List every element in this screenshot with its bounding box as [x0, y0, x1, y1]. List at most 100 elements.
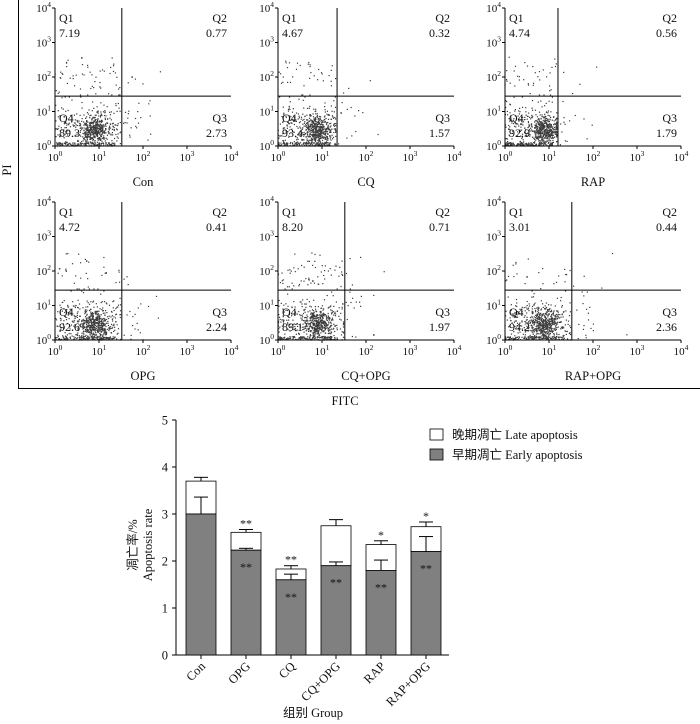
event-dot — [314, 125, 316, 127]
event-dot — [299, 324, 301, 326]
event-dot — [314, 135, 316, 137]
event-dot — [329, 129, 331, 131]
event-dot — [545, 314, 547, 316]
event-dot — [314, 131, 317, 133]
event-dot — [87, 132, 89, 134]
event-dot — [91, 137, 93, 139]
event-dot — [530, 142, 532, 144]
event-dot — [280, 302, 282, 304]
event-dot — [318, 333, 320, 335]
event-dot — [84, 338, 86, 340]
tick-base: 10 — [36, 266, 48, 278]
event-dot — [93, 288, 95, 290]
event-dot — [295, 338, 297, 340]
event-dot — [531, 129, 533, 131]
event-dot — [310, 282, 312, 284]
event-dot — [311, 120, 313, 122]
flow-panel-rap: 100100101101102102103103104104Q14.74Q20.… — [486, 0, 688, 189]
event-dot — [533, 137, 535, 139]
event-dot — [536, 307, 538, 309]
event-dot — [290, 122, 292, 124]
event-dot — [541, 327, 543, 329]
event-dot — [548, 313, 550, 315]
event-dot — [553, 314, 555, 316]
event-dot — [313, 331, 315, 333]
event-dot — [293, 267, 295, 269]
event-dot — [531, 305, 534, 308]
quadrant-label-q1: Q1 — [59, 205, 74, 219]
event-dot — [542, 140, 544, 142]
event-dot — [530, 319, 532, 321]
event-dot — [529, 334, 531, 336]
event-dot — [302, 139, 304, 141]
event-dot — [312, 312, 314, 314]
event-dot — [296, 144, 298, 146]
event-dot — [318, 330, 320, 332]
event-dot — [310, 137, 312, 139]
event-dot — [79, 94, 82, 96]
event-dot — [323, 274, 325, 277]
event-dot — [300, 317, 302, 319]
event-dot — [302, 323, 304, 325]
event-dot — [278, 331, 280, 333]
event-dot — [562, 316, 564, 318]
event-dot — [100, 138, 102, 140]
event-dot — [319, 137, 321, 139]
event-dot — [93, 87, 95, 89]
event-dot — [543, 117, 545, 119]
event-dot — [82, 326, 84, 328]
event-dot — [334, 269, 336, 271]
event-dot — [549, 307, 551, 310]
event-dot — [324, 337, 327, 339]
event-dot — [551, 131, 553, 133]
event-dot — [540, 134, 542, 136]
event-dot — [102, 321, 104, 324]
event-dot — [561, 327, 563, 329]
event-dot — [88, 329, 90, 331]
event-dot — [305, 143, 307, 145]
event-dot — [320, 122, 323, 124]
event-dot — [95, 328, 97, 330]
event-dot — [528, 326, 530, 329]
event-dot — [110, 134, 112, 136]
event-dot — [94, 310, 96, 312]
event-dot — [508, 124, 510, 127]
event-dot — [531, 100, 534, 102]
event-dot — [91, 118, 93, 120]
event-dot — [92, 301, 94, 303]
event-dot — [562, 336, 564, 338]
event-dot — [63, 337, 65, 339]
event-dot — [548, 324, 550, 326]
event-dot — [329, 142, 332, 144]
event-dot — [119, 316, 121, 319]
event-dot — [514, 316, 516, 319]
event-dot — [512, 314, 514, 316]
event-dot — [314, 124, 316, 126]
event-dot — [99, 132, 101, 134]
event-dot — [329, 306, 331, 308]
event-dot — [298, 311, 300, 313]
event-dot — [83, 143, 85, 145]
event-dot — [281, 135, 283, 137]
event-dot — [114, 124, 116, 126]
event-dot — [316, 115, 318, 117]
event-dot — [566, 338, 569, 340]
event-dot — [68, 96, 70, 98]
event-dot — [323, 133, 325, 135]
event-dot — [278, 143, 280, 145]
event-dot — [66, 141, 68, 143]
event-dot — [529, 322, 531, 324]
event-dot — [62, 335, 64, 337]
event-dot — [560, 300, 562, 302]
event-dot — [112, 320, 114, 322]
event-dot — [294, 311, 297, 313]
event-dot — [524, 334, 526, 336]
event-dot — [114, 144, 116, 146]
y-tick-label: 101 — [259, 298, 274, 313]
event-dot — [314, 260, 316, 262]
event-dot — [95, 332, 97, 334]
event-dot — [65, 269, 67, 272]
event-dot — [301, 264, 303, 267]
event-dot — [87, 338, 89, 340]
event-dot — [76, 316, 78, 318]
